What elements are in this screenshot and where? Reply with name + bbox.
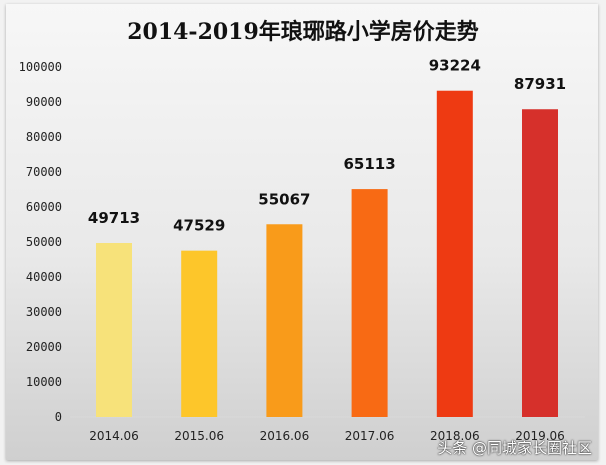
data-label: 87931	[514, 75, 566, 93]
y-tick-label: 100000	[19, 60, 62, 74]
y-tick-label: 50000	[26, 235, 62, 249]
chart-title: 2014-2019年琅琊路小学房价走势	[127, 19, 479, 45]
x-tick-label: 2017.06	[345, 429, 395, 443]
bar-2014.06	[96, 243, 132, 417]
x-tick-label: 2018.06	[430, 429, 480, 443]
x-tick-label: 2016.06	[260, 429, 310, 443]
bar-2018.06	[436, 90, 473, 417]
data-label: 93224	[429, 57, 481, 75]
y-tick-label: 80000	[26, 130, 62, 144]
y-tick-label: 20000	[26, 340, 62, 354]
y-tick-label: 0	[55, 410, 62, 424]
bar-2016.06	[266, 224, 303, 417]
bar-2015.06	[181, 250, 218, 417]
data-label: 55067	[258, 190, 310, 208]
y-tick-label: 70000	[26, 165, 62, 179]
x-tick-label: 2019.06	[515, 429, 565, 443]
x-tick-label: 2014.06	[89, 429, 139, 443]
data-label: 65113	[344, 155, 396, 173]
y-tick-label: 30000	[26, 305, 62, 319]
source-caption: 头条 @同城家长圈社区	[437, 439, 592, 457]
y-tick-label: 90000	[26, 95, 62, 109]
data-label: 47529	[173, 217, 225, 235]
bar-2017.06	[351, 189, 388, 417]
y-tick-label: 10000	[26, 375, 62, 389]
y-tick-label: 60000	[26, 200, 62, 214]
x-tick-label: 2015.06	[174, 429, 224, 443]
y-tick-label: 40000	[26, 270, 62, 284]
bar-2019.06	[522, 109, 558, 417]
data-label: 49713	[88, 209, 140, 227]
